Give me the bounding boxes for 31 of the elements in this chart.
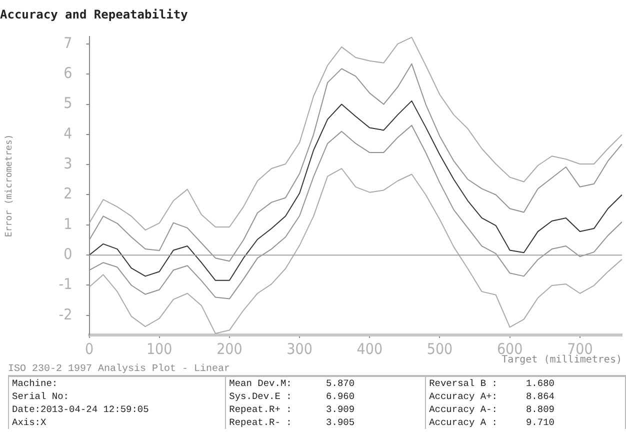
- y-tick-label: 1: [64, 214, 72, 233]
- text: Axis:X: [8, 416, 226, 429]
- y-tick-label: 6: [64, 64, 72, 82]
- y-tick-label: 3: [64, 154, 72, 172]
- text: Accuracy A : 9.710: [426, 416, 626, 429]
- text: Date:2013-04-24 12:59:05: [8, 403, 226, 416]
- y-tick-label: 7: [64, 34, 72, 52]
- x-tick-label: 400: [356, 340, 383, 358]
- chart-title: Accuracy and Repeatability: [0, 7, 188, 22]
- text: Reversal B : 1.680: [426, 376, 626, 390]
- x-tick-label: 300: [286, 340, 312, 358]
- y-tick-label: 2: [64, 184, 72, 203]
- y-tick-label: 4: [64, 124, 72, 142]
- text: Repeat.R+ : 3.909: [226, 403, 426, 416]
- x-tick-label: 200: [216, 340, 242, 358]
- text: Accuracy A-: 8.809: [426, 403, 626, 416]
- y-tick-label: 0: [64, 244, 72, 263]
- text: Serial No:: [8, 390, 226, 403]
- y-axis-title: Error (micrometres): [4, 134, 15, 238]
- text: Repeat.R- : 3.905: [226, 416, 426, 429]
- y-tick-label: 5: [64, 94, 72, 112]
- x-tick-label: 500: [426, 340, 453, 358]
- x-tick-label: 0: [84, 340, 94, 358]
- y-tick-label: -2: [58, 305, 72, 324]
- text: Accuracy A+: 8.864: [426, 390, 626, 403]
- text: ISO 230-2 1997 Analysis Plot - Linear: [8, 364, 232, 375]
- x-tick-label: 100: [146, 340, 172, 358]
- y-tick-label: -1: [58, 275, 72, 294]
- text: Sys.Dev.E : 6.960: [226, 390, 426, 403]
- text: Machine:: [8, 376, 226, 390]
- text: Mean Dev.M: 5.870: [226, 376, 426, 390]
